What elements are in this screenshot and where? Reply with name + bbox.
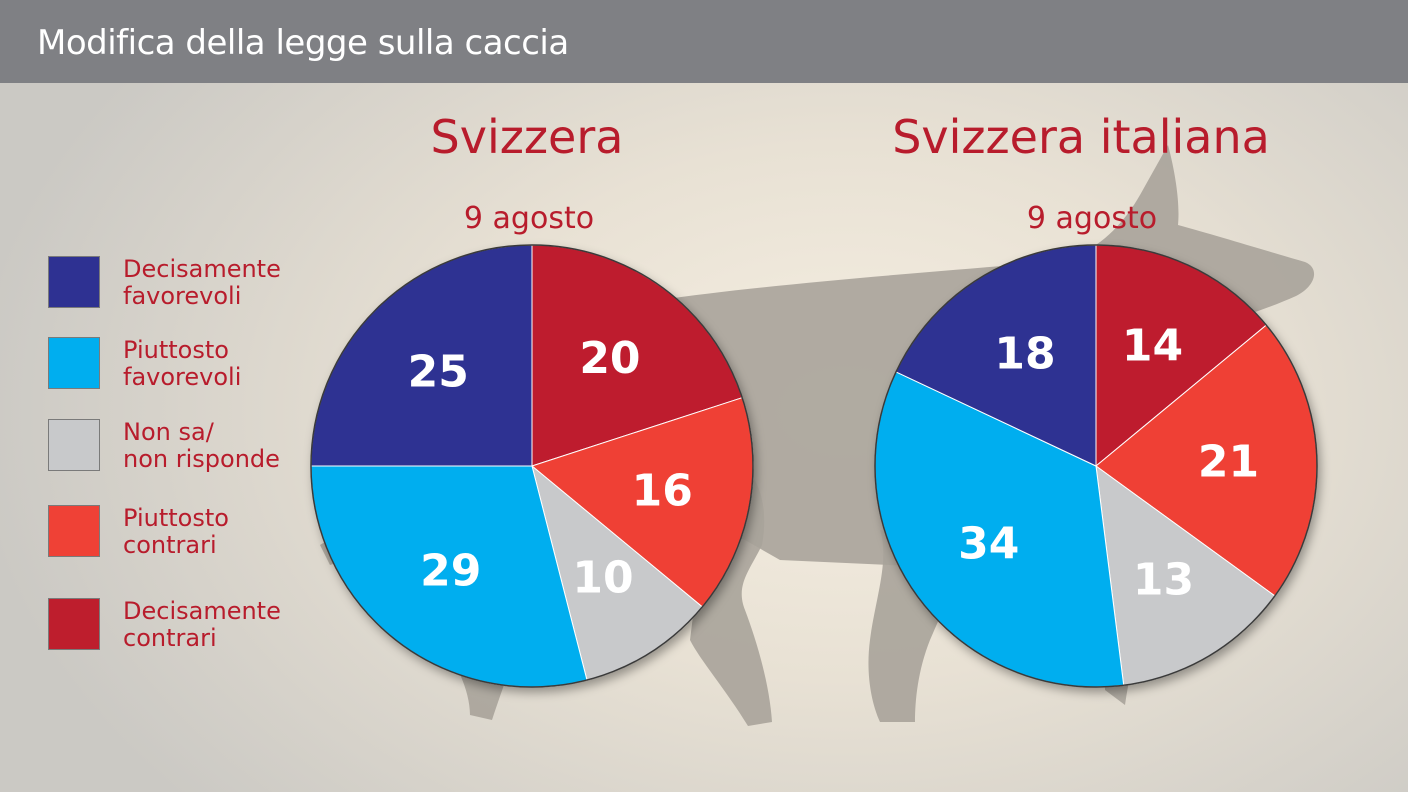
legend-swatch (48, 419, 100, 471)
pie-value-label: 21 (1198, 436, 1259, 487)
chart-date-svizzera-italiana: 9 agosto (1026, 201, 1158, 236)
pie-outline (874, 244, 1318, 688)
pie-value-label: 29 (420, 545, 481, 596)
page-title: Modifica della legge sulla caccia (37, 23, 569, 63)
pie-svizzera (310, 244, 754, 688)
header-bar: Modifica della legge sulla caccia (0, 0, 1408, 83)
pie-value-label: 10 (572, 552, 633, 603)
legend-swatch (48, 256, 100, 308)
legend-swatch (48, 337, 100, 389)
legend-label: Non sa/ non risponde (123, 418, 280, 473)
pie-svizzera-italiana (874, 244, 1318, 688)
pie-value-label: 20 (579, 333, 640, 384)
chart-title-svizzera-italiana: Svizzera italiana (892, 110, 1270, 164)
chart-title-svizzera: Svizzera (430, 110, 624, 164)
pie-value-label: 14 (1122, 321, 1183, 372)
pie-value-label: 13 (1133, 555, 1194, 606)
pie-value-label: 18 (994, 329, 1055, 380)
pie-value-label: 34 (958, 518, 1019, 569)
pie-value-label: 16 (632, 465, 693, 516)
pie-labels-svizzera-italiana: 14 21 13 34 18 (958, 321, 1259, 606)
legend-label: Piuttosto contrari (123, 504, 229, 559)
legend-label: Piuttosto favorevoli (123, 336, 242, 391)
pie-labels-svizzera: 20 16 10 29 25 (408, 333, 693, 603)
chart-date-svizzera: 9 agosto (463, 201, 595, 236)
legend-label: Decisamente favorevoli (123, 255, 281, 310)
pie-value-label: 25 (408, 347, 469, 398)
legend-label: Decisamente contrari (123, 597, 281, 652)
legend-swatch (48, 505, 100, 557)
legend-swatch (48, 598, 100, 650)
pie-outline (310, 244, 754, 688)
